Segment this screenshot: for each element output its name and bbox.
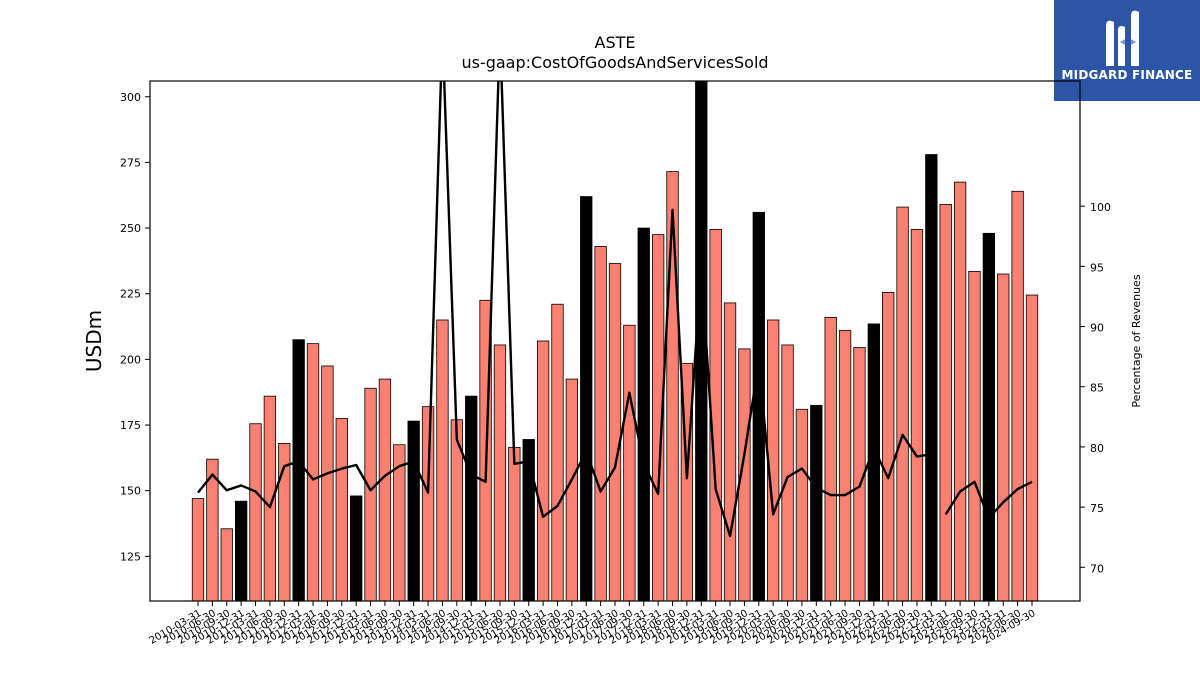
bar-2023-09-30 xyxy=(968,270,981,601)
bar-2012-09-30 xyxy=(335,418,348,601)
bar-2010-09-30 xyxy=(220,528,233,601)
bar-2011-12-31 xyxy=(292,339,305,601)
bar-2012-06-30 xyxy=(321,365,334,601)
bar-2010-12-31 xyxy=(234,500,248,601)
bar-2016-03-31 xyxy=(536,340,550,601)
chart-subtitle: us-gaap:CostOfGoodsAndServicesSold xyxy=(461,53,768,72)
bars-layer xyxy=(191,81,1039,601)
right-axis: 70 75 80 85 90 95 100 xyxy=(1080,201,1111,575)
bar-2016-09-30 xyxy=(565,378,579,601)
bar-2020-09-30 xyxy=(795,408,809,601)
bar-2012-12-31 xyxy=(350,495,363,601)
bar-2022-03-31 xyxy=(882,292,895,601)
percentage-line xyxy=(197,81,1033,538)
bar-2020-12-31 xyxy=(810,404,823,601)
bar-2021-03-31 xyxy=(824,316,837,601)
bar-2017-12-31 xyxy=(637,227,650,601)
y-tick-label: 175 xyxy=(120,419,141,432)
bar-2015-12-31 xyxy=(522,439,535,601)
y2-tick-label: 95 xyxy=(1090,261,1104,274)
y-tick-label: 150 xyxy=(120,485,141,498)
y2-tick-label: 100 xyxy=(1090,201,1111,214)
bar-2020-06-30 xyxy=(781,344,794,601)
bar-2015-06-30 xyxy=(493,344,507,601)
bar-2021-06-30 xyxy=(838,330,852,601)
brand-logo: MIDGARD FINANCE xyxy=(1054,0,1200,101)
y-tick-label: 200 xyxy=(120,353,141,366)
y-tick-label: 225 xyxy=(120,288,141,301)
bar-2013-06-30 xyxy=(378,378,392,601)
bar-2022-06-30 xyxy=(896,206,909,601)
bar-2014-12-31 xyxy=(465,395,478,601)
bar-2016-12-31 xyxy=(580,196,593,601)
y-tick-label: 125 xyxy=(120,550,141,563)
brand-name: MIDGARD FINANCE xyxy=(1061,68,1193,82)
bar-2023-06-30 xyxy=(953,181,967,601)
y2-tick-label: 85 xyxy=(1090,382,1104,395)
left-axis: 125 150 175 200 225 250 275 300 xyxy=(120,91,150,563)
bar-2024-06-30 xyxy=(1011,190,1024,601)
y2-tick-label: 80 xyxy=(1090,442,1104,455)
bar-2014-06-30 xyxy=(436,319,449,601)
y-tick-label: 250 xyxy=(120,222,141,235)
bar-2018-06-30 xyxy=(666,171,679,601)
line-layer xyxy=(197,81,1033,538)
bar-2011-09-30 xyxy=(278,443,291,601)
y2-axis-label: Percentage of Revenues xyxy=(1130,274,1143,407)
bar-2019-06-30 xyxy=(723,302,737,601)
y2-tick-label: 90 xyxy=(1090,322,1104,335)
y-tick-label: 300 xyxy=(120,91,141,104)
bar-2010-06-30 xyxy=(206,458,219,601)
y2-tick-label: 75 xyxy=(1090,502,1104,515)
bar-2013-12-31 xyxy=(407,420,420,601)
bar-2017-03-31 xyxy=(594,246,607,601)
bar-2022-12-31 xyxy=(925,154,938,601)
bar-2014-03-31 xyxy=(421,406,435,601)
chart-title: ASTE xyxy=(595,33,636,52)
bar-2022-09-30 xyxy=(910,228,924,601)
y2-tick-label: 70 xyxy=(1090,562,1104,575)
y-tick-label: 275 xyxy=(120,156,141,169)
x-axis: 2010-03-312010-06-302010-09-302010-12-31… xyxy=(148,601,1038,647)
bar-2010-03-31 xyxy=(191,498,205,601)
bar-2023-03-31 xyxy=(939,204,952,601)
bar-2011-06-30 xyxy=(263,395,277,601)
bar-2021-12-31 xyxy=(867,323,880,601)
bar-2016-06-30 xyxy=(551,303,564,601)
bar-2023-12-31 xyxy=(982,232,996,601)
midgard-logo-icon xyxy=(1106,10,1139,67)
bar-2015-09-30 xyxy=(508,446,521,601)
bar-2018-09-30 xyxy=(680,362,694,601)
bar-2024-09-30 xyxy=(1025,294,1039,601)
bar-2017-09-30 xyxy=(623,324,636,601)
bar-2011-03-31 xyxy=(249,423,262,601)
y-axis-label: USDm xyxy=(82,310,106,372)
bar-2019-09-30 xyxy=(738,348,751,601)
bar-2024-03-31 xyxy=(997,273,1010,601)
bar-2012-03-31 xyxy=(306,343,320,601)
bar-2013-03-31 xyxy=(364,387,377,601)
bar-2017-06-30 xyxy=(608,263,622,601)
